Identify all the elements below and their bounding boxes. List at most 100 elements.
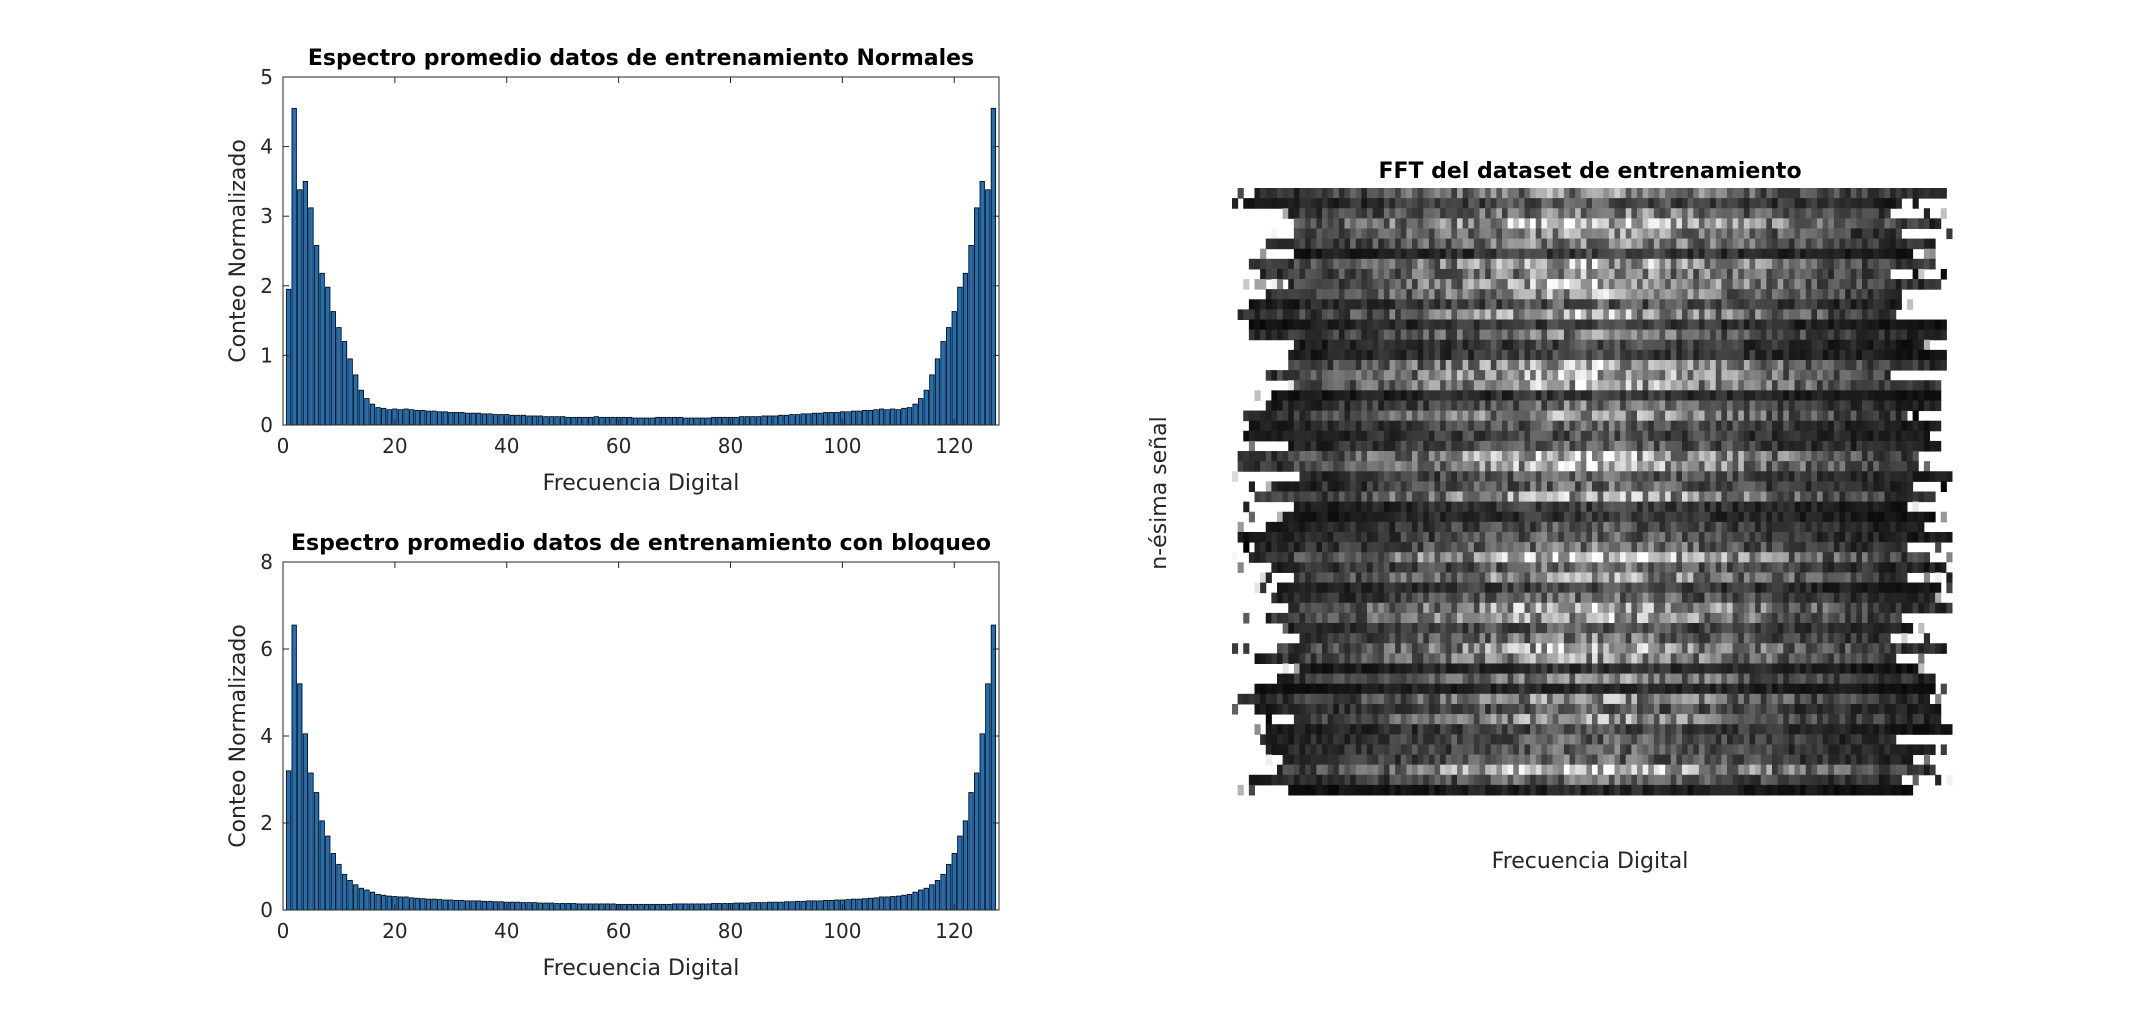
heatmap-cell xyxy=(1547,258,1554,270)
heatmap-cell xyxy=(1400,359,1407,371)
heatmap-cell xyxy=(1794,491,1801,503)
heatmap-cell xyxy=(1907,552,1914,563)
heatmap-cell xyxy=(1350,299,1357,310)
heatmap-cell xyxy=(1873,228,1880,240)
heatmap-cell xyxy=(1732,521,1739,533)
heatmap-cell xyxy=(1822,562,1829,573)
heatmap-cell xyxy=(1682,238,1689,250)
heatmap-cell xyxy=(1462,430,1469,442)
heatmap-cell xyxy=(1682,491,1689,503)
heatmap-cell xyxy=(1558,248,1565,260)
heatmap-cell xyxy=(1310,218,1317,229)
heatmap-cell xyxy=(1271,188,1278,199)
heatmap-cell xyxy=(1569,258,1576,270)
heatmap-cell xyxy=(1755,339,1762,351)
heatmap-cell xyxy=(1766,258,1773,270)
heatmap-cell xyxy=(1254,319,1261,331)
heatmap-cell xyxy=(1530,289,1537,300)
heatmap-cell xyxy=(1620,228,1627,240)
heatmap-cell xyxy=(1693,451,1700,462)
heatmap-cell xyxy=(1760,471,1767,482)
heatmap-cell xyxy=(1625,228,1632,240)
heatmap-cell xyxy=(1395,380,1402,391)
heatmap-cell xyxy=(1800,329,1807,341)
heatmap-cell xyxy=(1299,582,1306,594)
heatmap-cell xyxy=(1473,309,1480,321)
heatmap-cell xyxy=(1817,542,1824,553)
heatmap-cell xyxy=(1811,228,1818,240)
heatmap-cell xyxy=(1676,319,1683,331)
heatmap-cell xyxy=(1569,430,1576,442)
heatmap-cell xyxy=(1608,349,1615,361)
chart-2-bars xyxy=(285,624,997,911)
heatmap-cell xyxy=(1496,238,1503,250)
heatmap-cell xyxy=(1243,531,1250,543)
heatmap-cell xyxy=(1901,380,1908,391)
heatmap-cell xyxy=(1890,349,1897,361)
heatmap-cell xyxy=(1327,258,1334,270)
heatmap-cell xyxy=(1743,501,1750,513)
heatmap-cell xyxy=(1299,279,1306,290)
heatmap-cell xyxy=(1513,440,1520,452)
heatmap-cell xyxy=(1395,440,1402,452)
heatmap-cell xyxy=(1355,370,1362,381)
heatmap-cell xyxy=(1637,279,1644,290)
heatmap-cell xyxy=(1457,208,1464,219)
heatmap-cell xyxy=(1412,461,1419,472)
heatmap-cell xyxy=(1383,491,1390,503)
heatmap-cell xyxy=(1783,349,1790,361)
heatmap-cell xyxy=(1417,299,1424,310)
heatmap-cell xyxy=(1293,390,1300,401)
heatmap-cell xyxy=(1715,481,1722,492)
heatmap-cell xyxy=(1811,370,1818,381)
heatmap-cell xyxy=(1310,238,1317,250)
heatmap-cell xyxy=(1625,572,1632,584)
heatmap-cell xyxy=(1277,562,1284,573)
heatmap-cell xyxy=(1541,572,1548,584)
heatmap-cell xyxy=(1524,471,1531,482)
heatmap-cell xyxy=(1901,349,1908,361)
heatmap-cell xyxy=(1586,268,1593,280)
heatmap-cell xyxy=(1895,461,1902,472)
heatmap-cell xyxy=(1541,471,1548,482)
heatmap-cell xyxy=(1783,198,1790,209)
heatmap-cell xyxy=(1620,440,1627,452)
heatmap-cell xyxy=(1850,238,1857,250)
heatmap-cell xyxy=(1423,501,1430,513)
heatmap-cell xyxy=(1895,471,1902,482)
heatmap-cell xyxy=(1254,410,1261,422)
heatmap-cell xyxy=(1580,188,1587,199)
heatmap-cell xyxy=(1361,339,1368,351)
chart-1-bar xyxy=(660,416,667,426)
heatmap-cell xyxy=(1890,420,1897,432)
heatmap-cell xyxy=(1659,289,1666,300)
heatmap-cell xyxy=(1597,309,1604,321)
heatmap-cell xyxy=(1777,218,1784,229)
heatmap-cell xyxy=(1316,329,1323,341)
heatmap-cell xyxy=(1890,552,1897,563)
heatmap-cell xyxy=(1760,349,1767,361)
heatmap-cell xyxy=(1665,289,1672,300)
heatmap-cell xyxy=(1322,461,1329,472)
heatmap-cell xyxy=(1794,562,1801,573)
heatmap-cell xyxy=(1884,430,1891,442)
chart-1-bar xyxy=(604,416,611,426)
heatmap-cell xyxy=(1485,390,1492,401)
heatmap-cell xyxy=(1794,430,1801,442)
heatmap-cell xyxy=(1946,562,1953,573)
heatmap-cell xyxy=(1293,380,1300,391)
heatmap-cell xyxy=(1912,380,1919,391)
heatmap-cell xyxy=(1580,400,1587,412)
heatmap-cell xyxy=(1462,511,1469,523)
heatmap-cell xyxy=(1749,501,1756,513)
heatmap-cell xyxy=(1485,542,1492,553)
heatmap-cell xyxy=(1727,451,1734,462)
heatmap-cell xyxy=(1288,329,1295,341)
heatmap-cell xyxy=(1715,329,1722,341)
heatmap-cell xyxy=(1794,521,1801,533)
heatmap-cell xyxy=(1710,349,1717,361)
heatmap-cell xyxy=(1850,410,1857,422)
heatmap-cell xyxy=(1766,410,1773,422)
heatmap-cell xyxy=(1490,258,1497,270)
heatmap-cell xyxy=(1575,370,1582,381)
